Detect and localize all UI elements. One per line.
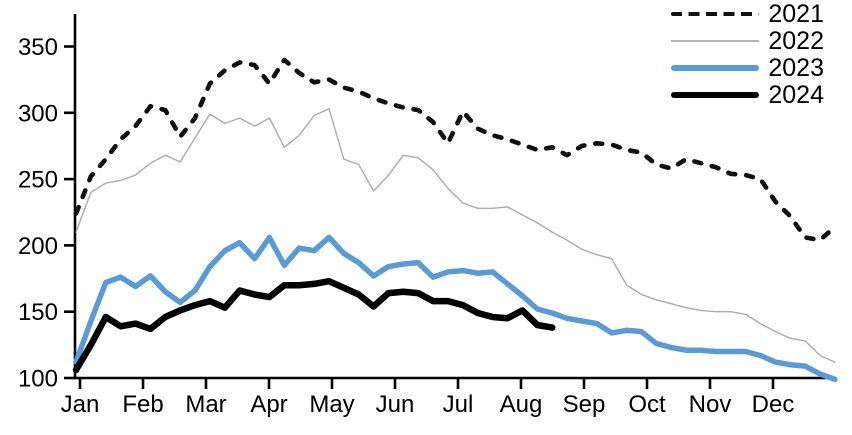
legend-label-2023: 2023 [768, 54, 824, 82]
x-tick-label: Feb [122, 391, 163, 418]
x-tick-label: Jan [61, 391, 100, 418]
x-tick-label: Nov [689, 391, 732, 418]
x-tick-label: Apr [250, 391, 287, 418]
series-line-2021 [73, 57, 838, 243]
x-tick-label: Oct [628, 391, 666, 418]
legend-label-2024: 2024 [768, 81, 824, 109]
legend-line-sample-blue-2023 [671, 65, 760, 71]
series-line-2022 [75, 108, 836, 363]
y-tick-label: 300 [18, 100, 58, 127]
x-tick-label: Jun [376, 391, 415, 418]
y-tick-label: 250 [18, 167, 58, 194]
legend-item-2024: 2024 [671, 82, 824, 108]
x-tick-label: Aug [500, 391, 543, 418]
x-tick-label: Dec [752, 391, 795, 418]
legend-label-2021: 2021 [768, 0, 824, 28]
legend-item-2023: 2023 [671, 55, 824, 81]
y-tick-label: 200 [18, 233, 58, 260]
legend-line-sample-dashed-2021 [671, 11, 760, 17]
legend-line-sample-thin-2022 [671, 40, 760, 42]
x-tick-label: May [309, 391, 354, 418]
y-tick-label: 150 [18, 299, 58, 326]
legend: 2021 2022 2023 2024 [671, 1, 824, 108]
x-tick-label: Sep [563, 391, 606, 418]
x-tick-label: Mar [185, 391, 226, 418]
x-tick-label: Jul [443, 391, 474, 418]
series-line-2023 [73, 234, 838, 383]
series-line-2024 [72, 277, 556, 374]
legend-item-2022: 2022 [671, 28, 824, 54]
y-tick-label: 350 [18, 34, 58, 61]
legend-line-sample-black-2024 [671, 91, 760, 99]
legend-label-2022: 2022 [768, 27, 824, 55]
y-tick-label: 100 [18, 366, 58, 393]
legend-item-2021: 2021 [671, 1, 824, 27]
